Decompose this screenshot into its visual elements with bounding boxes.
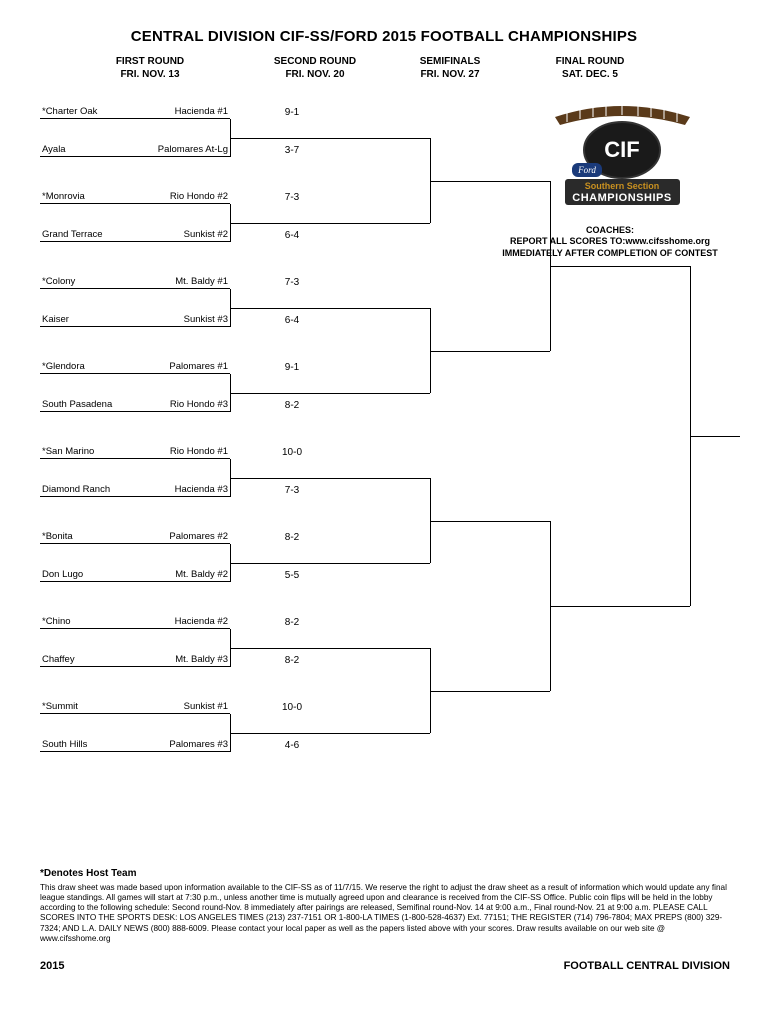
- team-record: 7-3: [272, 192, 312, 203]
- page-title: CENTRAL DIVISION CIF-SS/FORD 2015 FOOTBA…: [0, 0, 768, 45]
- bracket-line: [230, 563, 430, 564]
- team-name: Chaffey: [42, 654, 75, 665]
- team-name: Ayala: [42, 144, 66, 155]
- round-4-date: SAT. DEC. 5: [535, 68, 645, 81]
- footer-year: 2015: [40, 960, 64, 972]
- footnote-body: This draw sheet was made based upon info…: [40, 883, 730, 945]
- team-name: *Chino: [42, 616, 71, 627]
- team-name: *Summit: [42, 701, 78, 712]
- team-record: 10-0: [272, 702, 312, 713]
- bracket-line: [430, 521, 550, 522]
- team-record: 4-6: [272, 740, 312, 751]
- bracket-line: [550, 606, 690, 607]
- bracket-line: [690, 436, 740, 437]
- team-name: *Colony: [42, 276, 75, 287]
- team-name: South Hills: [42, 739, 87, 750]
- team-row: *Bonita Palomares #2: [40, 530, 230, 544]
- bracket: *Charter Oak Hacienda #1 9-1 Ayala Palomares…: [40, 95, 740, 855]
- team-row: *Chino Hacienda #2: [40, 615, 230, 629]
- round-4-header: FINAL ROUND SAT. DEC. 5: [535, 55, 645, 81]
- bracket-line: [230, 733, 430, 734]
- team-seed: Hacienda #2: [175, 616, 228, 627]
- team-name: *Charter Oak: [42, 106, 97, 117]
- bracket-line: [550, 266, 690, 267]
- team-seed: Mt. Baldy #3: [175, 654, 228, 665]
- team-row: Don Lugo Mt. Baldy #2: [40, 568, 230, 582]
- team-row: South Pasadena Rio Hondo #3: [40, 398, 230, 412]
- team-row: *Glendora Palomares #1: [40, 360, 230, 374]
- round-1-header: FIRST ROUND FRI. NOV. 13: [80, 55, 220, 81]
- team-row: South Hills Palomares #3: [40, 738, 230, 752]
- footer: 2015 FOOTBALL CENTRAL DIVISION: [40, 960, 730, 972]
- round-4-name: FINAL ROUND: [535, 55, 645, 68]
- team-row: *San Marino Rio Hondo #1: [40, 445, 230, 459]
- team-seed: Hacienda #1: [175, 106, 228, 117]
- round-2-name: SECOND ROUND: [255, 55, 375, 68]
- team-name: Don Lugo: [42, 569, 83, 580]
- team-name: Grand Terrace: [42, 229, 103, 240]
- footnote: *Denotes Host Team This draw sheet was m…: [40, 868, 730, 944]
- bracket-line: [430, 691, 550, 692]
- team-seed: Rio Hondo #2: [170, 191, 228, 202]
- bracket-line: [430, 351, 550, 352]
- bracket-line: [230, 138, 430, 139]
- round-3-header: SEMIFINALS FRI. NOV. 27: [395, 55, 505, 81]
- team-name: Kaiser: [42, 314, 69, 325]
- team-seed: Rio Hondo #3: [170, 399, 228, 410]
- round-3-date: FRI. NOV. 27: [395, 68, 505, 81]
- team-name: *Monrovia: [42, 191, 85, 202]
- denotes-host: *Denotes Host Team: [40, 868, 730, 881]
- team-seed: Sunkist #3: [184, 314, 228, 325]
- team-row: Kaiser Sunkist #3: [40, 313, 230, 327]
- team-record: 8-2: [272, 400, 312, 411]
- team-seed: Palomares #3: [169, 739, 228, 750]
- team-row: Diamond Ranch Hacienda #3: [40, 483, 230, 497]
- team-row: Ayala Palomares At-Lg: [40, 143, 230, 157]
- team-record: 8-2: [272, 617, 312, 628]
- team-record: 10-0: [272, 447, 312, 458]
- team-record: 6-4: [272, 230, 312, 241]
- team-record: 9-1: [272, 362, 312, 373]
- team-name: South Pasadena: [42, 399, 112, 410]
- team-row: *Charter Oak Hacienda #1: [40, 105, 230, 119]
- team-record: 6-4: [272, 315, 312, 326]
- team-seed: Mt. Baldy #2: [175, 569, 228, 580]
- team-name: Diamond Ranch: [42, 484, 110, 495]
- team-seed: Palomares At-Lg: [158, 144, 228, 155]
- team-seed: Palomares #2: [169, 531, 228, 542]
- footer-label: FOOTBALL CENTRAL DIVISION: [564, 960, 730, 972]
- bracket-line: [430, 181, 550, 182]
- team-name: *San Marino: [42, 446, 94, 457]
- team-seed: Hacienda #3: [175, 484, 228, 495]
- team-record: 5-5: [272, 570, 312, 581]
- team-record: 8-2: [272, 532, 312, 543]
- team-seed: Sunkist #2: [184, 229, 228, 240]
- team-record: 9-1: [272, 107, 312, 118]
- team-name: *Glendora: [42, 361, 85, 372]
- bracket-line: [230, 478, 430, 479]
- team-seed: Rio Hondo #1: [170, 446, 228, 457]
- team-row: Chaffey Mt. Baldy #3: [40, 653, 230, 667]
- team-record: 8-2: [272, 655, 312, 666]
- bracket-line: [230, 308, 430, 309]
- team-record: 7-3: [272, 485, 312, 496]
- round-3-name: SEMIFINALS: [395, 55, 505, 68]
- team-record: 3-7: [272, 145, 312, 156]
- team-row: Grand Terrace Sunkist #2: [40, 228, 230, 242]
- team-seed: Mt. Baldy #1: [175, 276, 228, 287]
- round-1-date: FRI. NOV. 13: [80, 68, 220, 81]
- round-2-header: SECOND ROUND FRI. NOV. 20: [255, 55, 375, 81]
- team-row: *Colony Mt. Baldy #1: [40, 275, 230, 289]
- team-row: *Monrovia Rio Hondo #2: [40, 190, 230, 204]
- bracket-line: [230, 393, 430, 394]
- round-2-date: FRI. NOV. 20: [255, 68, 375, 81]
- team-seed: Sunkist #1: [184, 701, 228, 712]
- team-seed: Palomares #1: [169, 361, 228, 372]
- team-record: 7-3: [272, 277, 312, 288]
- bracket-line: [230, 223, 430, 224]
- round-1-name: FIRST ROUND: [80, 55, 220, 68]
- bracket-line: [230, 648, 430, 649]
- team-row: *Summit Sunkist #1: [40, 700, 230, 714]
- team-name: *Bonita: [42, 531, 73, 542]
